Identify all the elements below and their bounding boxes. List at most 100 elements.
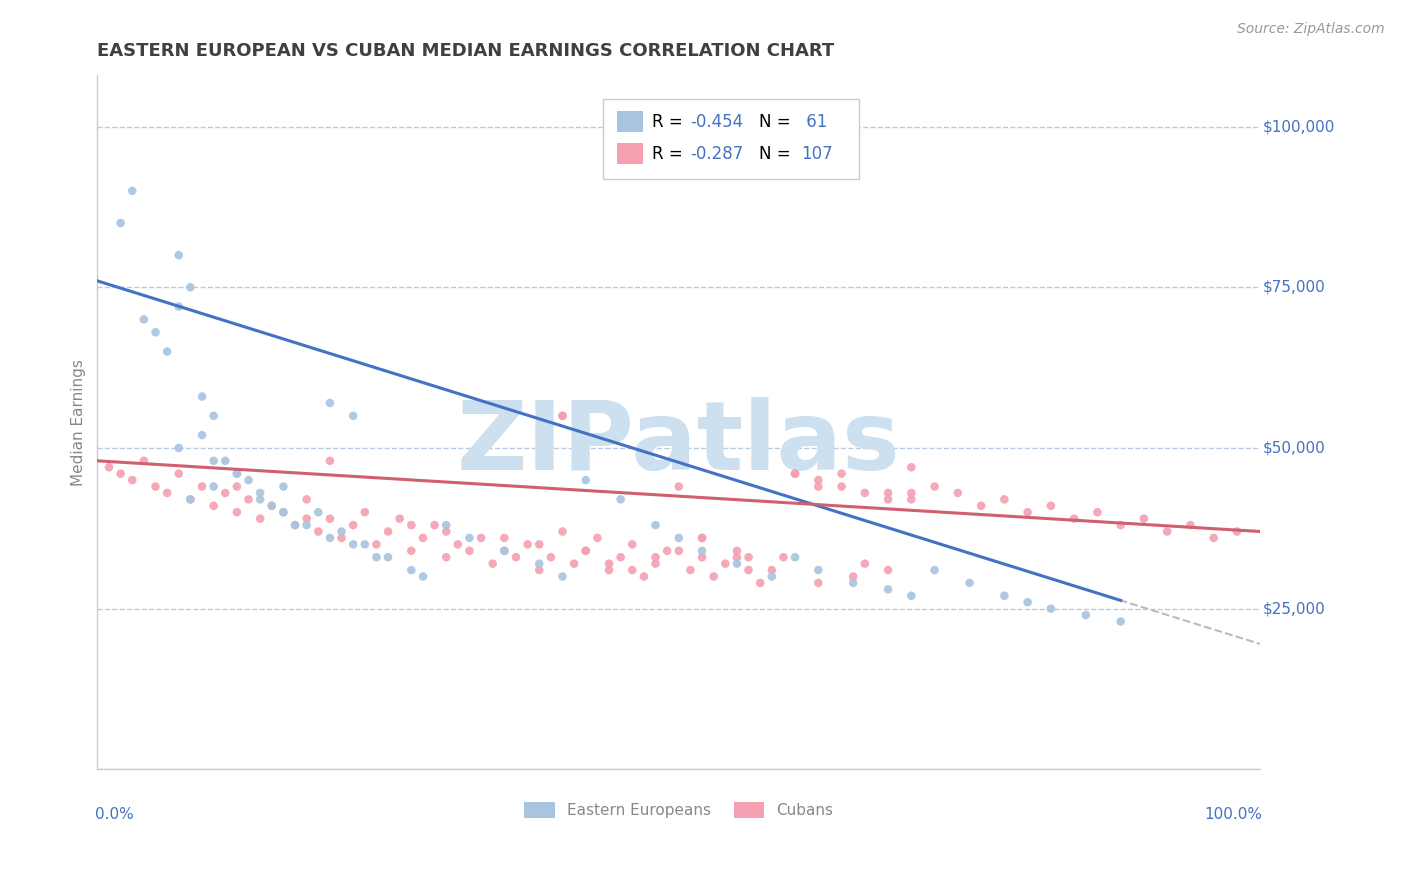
Point [807, 473, 830, 487]
Bar [617, 144, 643, 164]
Point [191, 479, 214, 493]
Point [529, 537, 551, 551]
Point [434, 518, 457, 533]
Point [319, 396, 342, 410]
Point [470, 531, 492, 545]
Point [494, 543, 516, 558]
Point [668, 479, 690, 493]
Text: N =: N = [759, 112, 796, 131]
Point [458, 531, 481, 545]
Point [225, 505, 247, 519]
Point [330, 531, 353, 545]
Point [330, 524, 353, 539]
Point [307, 524, 329, 539]
Point [238, 473, 260, 487]
Point [202, 479, 225, 493]
Point [807, 563, 830, 577]
Point [644, 557, 666, 571]
Point [156, 344, 179, 359]
Point [273, 505, 295, 519]
Point [249, 486, 271, 500]
Point [877, 563, 900, 577]
Point [1017, 595, 1039, 609]
Point [1180, 518, 1202, 533]
Point [366, 550, 388, 565]
Point [1087, 505, 1109, 519]
Point [412, 531, 434, 545]
Point [179, 492, 201, 507]
Point [551, 524, 574, 539]
Point [202, 499, 225, 513]
Point [807, 576, 830, 591]
Point [179, 280, 201, 294]
Point [749, 576, 772, 591]
Point [575, 543, 598, 558]
Point [842, 576, 865, 591]
Point [644, 518, 666, 533]
Point [353, 505, 375, 519]
Point [598, 557, 620, 571]
Point [703, 569, 725, 583]
Point [1156, 524, 1178, 539]
Text: R =: R = [652, 112, 688, 131]
Point [679, 563, 702, 577]
Point [690, 550, 713, 565]
Point [401, 563, 423, 577]
Point [993, 589, 1015, 603]
Point [1074, 608, 1097, 623]
Text: $50,000: $50,000 [1263, 441, 1326, 456]
Point [284, 518, 307, 533]
Text: 61: 61 [801, 112, 827, 131]
Point [505, 550, 527, 565]
Point [319, 531, 342, 545]
Point [900, 486, 922, 500]
Point [423, 518, 446, 533]
Point [690, 531, 713, 545]
Y-axis label: Median Earnings: Median Earnings [72, 359, 86, 485]
Point [970, 499, 993, 513]
Point [831, 467, 853, 481]
Point [214, 486, 236, 500]
Text: ZIPatlas: ZIPatlas [457, 397, 901, 490]
Point [540, 550, 562, 565]
Text: -0.287: -0.287 [690, 145, 744, 162]
Point [494, 543, 516, 558]
Point [366, 537, 388, 551]
Point [772, 550, 794, 565]
Point [202, 454, 225, 468]
Point [621, 563, 644, 577]
Point [761, 569, 783, 583]
Point [273, 479, 295, 493]
Point [295, 511, 318, 525]
Point [1063, 511, 1085, 525]
Point [494, 531, 516, 545]
Point [1109, 518, 1132, 533]
Point [668, 543, 690, 558]
Point [737, 550, 759, 565]
Point [319, 454, 342, 468]
Point [377, 550, 399, 565]
Point [562, 557, 585, 571]
Point [657, 543, 679, 558]
Point [110, 467, 132, 481]
Point [1202, 531, 1225, 545]
Point [644, 550, 666, 565]
Point [458, 543, 481, 558]
Point [319, 511, 342, 525]
Point [1133, 511, 1156, 525]
Text: 107: 107 [801, 145, 832, 162]
Point [1039, 499, 1062, 513]
Point [401, 543, 423, 558]
Point [1039, 601, 1062, 615]
Point [401, 518, 423, 533]
Point [598, 563, 620, 577]
Point [167, 467, 190, 481]
Point [621, 537, 644, 551]
Point [167, 300, 190, 314]
Point [842, 569, 865, 583]
Point [167, 248, 190, 262]
Point [877, 582, 900, 597]
Point [783, 550, 806, 565]
Point [714, 557, 737, 571]
Point [783, 467, 806, 481]
